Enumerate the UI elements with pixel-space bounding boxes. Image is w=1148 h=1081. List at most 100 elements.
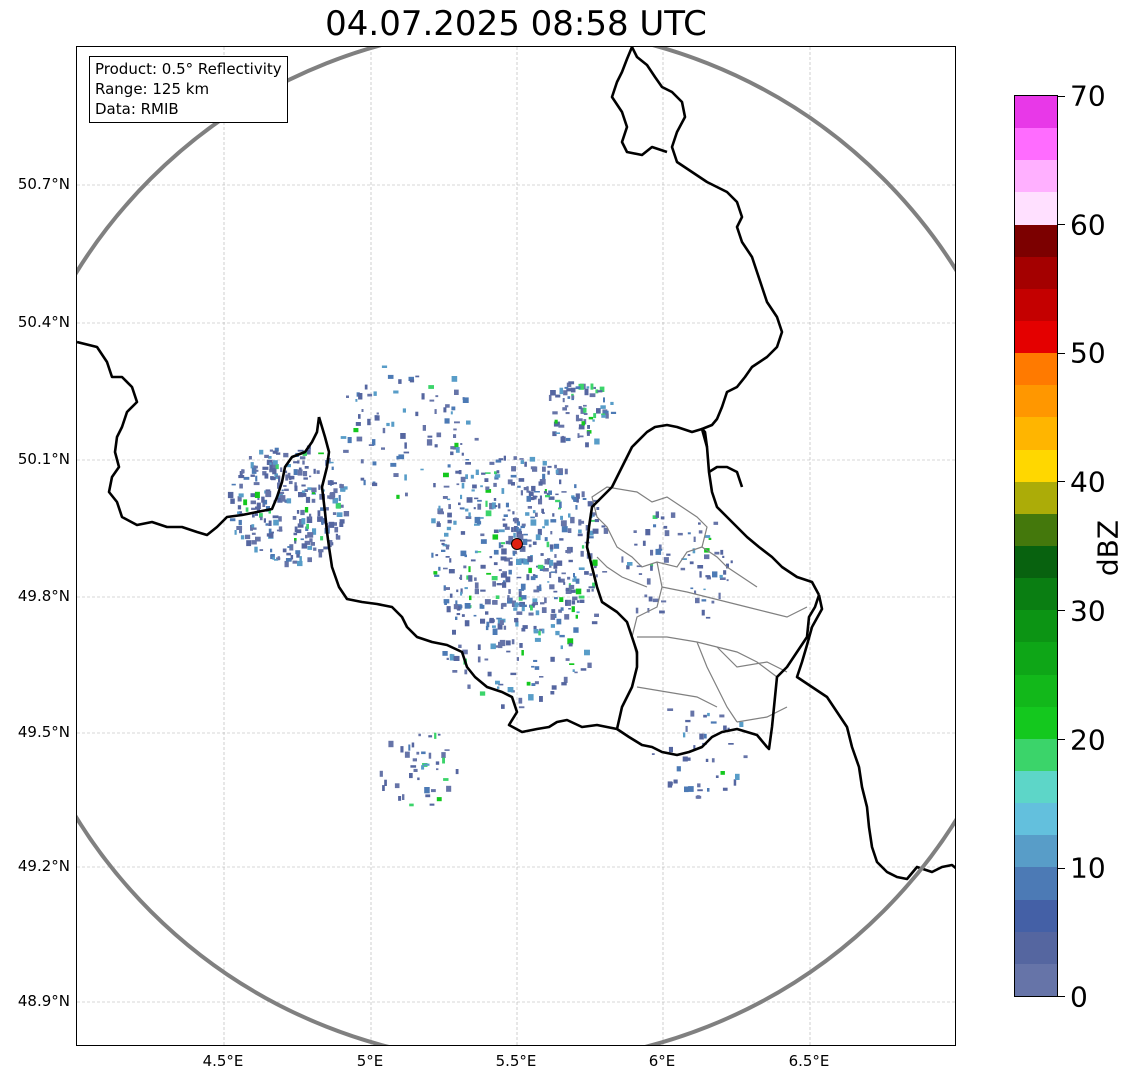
radar-echo — [485, 500, 488, 507]
radar-echo — [507, 479, 513, 485]
radar-echo — [388, 740, 394, 748]
radar-echo — [701, 609, 705, 616]
radar-echo — [327, 480, 334, 485]
radar-echo — [658, 544, 662, 550]
radar-echo — [504, 557, 510, 562]
radar-echo — [456, 589, 459, 593]
radar-echo — [719, 577, 726, 580]
radar-echo — [605, 413, 609, 419]
radar-echo — [568, 513, 571, 518]
radar-echo — [722, 555, 725, 558]
radar-echo — [269, 469, 273, 473]
radar-echo — [532, 495, 537, 500]
radar-echo — [480, 533, 485, 537]
radar-echo — [517, 603, 523, 606]
radar-echo — [531, 603, 536, 606]
radar-echo — [626, 565, 630, 570]
radar-echo — [575, 493, 580, 499]
colorbar-segment — [1015, 385, 1057, 418]
radar-echo — [421, 751, 426, 755]
radar-echo — [554, 419, 558, 424]
radar-echo — [516, 576, 522, 579]
radar-echo — [592, 419, 595, 422]
admin-boundaries — [591, 486, 808, 723]
radar-echo — [667, 708, 674, 711]
radar-echo — [550, 691, 555, 695]
radar-echo — [538, 630, 541, 636]
colorbar-tickmark — [1058, 996, 1065, 997]
radar-echo — [333, 522, 337, 526]
radar-echo — [484, 478, 489, 482]
radar-echo — [697, 565, 704, 569]
radar-echo — [705, 758, 709, 762]
radar-echo — [520, 460, 524, 464]
radar-echo — [554, 464, 557, 469]
radar-echo — [567, 576, 571, 580]
colorbar-tick: 70 — [1070, 79, 1106, 113]
radar-echo — [457, 606, 461, 611]
radar-echo — [330, 496, 334, 499]
radar-echo — [494, 505, 498, 508]
radar-echo — [567, 396, 571, 399]
radar-echo — [298, 492, 304, 498]
radar-map[interactable] — [76, 46, 956, 1046]
radar-echo — [638, 573, 643, 575]
radar-echo — [520, 583, 526, 590]
radar-echo — [493, 482, 497, 487]
colorbar-segment — [1015, 578, 1057, 611]
radar-echo — [302, 460, 305, 465]
radar-echo — [667, 781, 673, 788]
radar-echo — [391, 421, 395, 427]
radar-echo — [460, 443, 463, 445]
radar-echo — [428, 735, 433, 738]
radar-echo — [576, 600, 580, 603]
radar-echo — [329, 492, 335, 500]
radar-echo — [444, 602, 447, 605]
colorbar-segment — [1015, 835, 1057, 868]
radar-echo — [621, 556, 624, 563]
radar-echo — [270, 554, 275, 560]
radar-echo — [592, 559, 598, 566]
radar-echo — [514, 618, 519, 623]
radar-echo — [521, 627, 526, 632]
radar-echo — [651, 753, 655, 755]
radar-echo — [518, 528, 522, 533]
radar-echo — [423, 763, 430, 766]
radar-echo — [536, 565, 539, 568]
radar-echo — [575, 505, 578, 510]
radar-echo — [442, 651, 448, 656]
radar-echo — [519, 558, 526, 564]
colorbar-segment — [1015, 353, 1057, 386]
radar-echo — [650, 549, 654, 556]
radar-echo — [404, 442, 407, 449]
radar-echo — [552, 411, 558, 415]
radar-echo — [610, 411, 617, 414]
radar-echo — [726, 563, 729, 569]
radar-echo — [449, 558, 452, 563]
radar-echo — [336, 535, 341, 540]
radar-echo — [434, 409, 437, 414]
radar-echo — [733, 779, 737, 786]
radar-echo — [268, 456, 272, 459]
radar-echo — [269, 449, 273, 452]
radar-echo — [521, 523, 526, 527]
radar-echo — [502, 518, 506, 521]
radar-echo — [435, 761, 440, 765]
radar-echo — [547, 465, 552, 468]
radar-echo — [340, 436, 347, 439]
radar-echo — [283, 485, 287, 487]
colorbar-segment — [1015, 321, 1057, 354]
radar-echo — [591, 588, 594, 592]
radar-echo — [595, 389, 599, 394]
radar-echo — [544, 559, 549, 565]
radar-echo — [278, 516, 282, 522]
radar-echo — [635, 607, 639, 614]
radar-echo — [398, 379, 402, 384]
radar-echo — [553, 590, 558, 593]
radar-echo — [474, 497, 479, 500]
radar-echo — [636, 565, 642, 568]
radar-echo — [645, 529, 651, 536]
radar-echo — [355, 422, 361, 426]
radar-echo — [499, 639, 506, 647]
colorbar-tick: 30 — [1070, 594, 1106, 628]
